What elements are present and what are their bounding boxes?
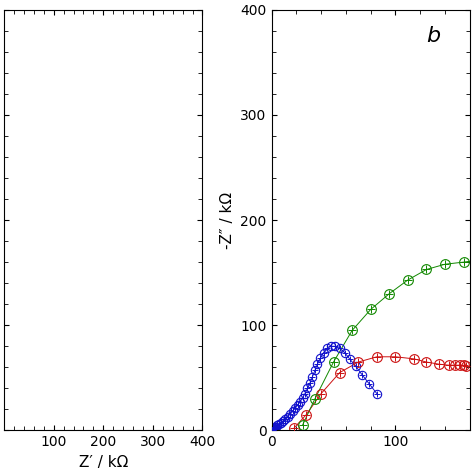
Text: b: b bbox=[426, 27, 440, 46]
X-axis label: Z′ / kΩ: Z′ / kΩ bbox=[79, 455, 128, 470]
Y-axis label: -Z″ / kΩ: -Z″ / kΩ bbox=[220, 191, 235, 248]
